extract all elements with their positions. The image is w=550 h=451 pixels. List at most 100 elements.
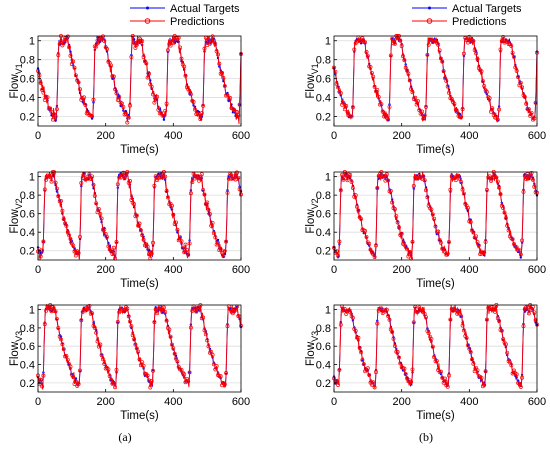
point-prediction <box>145 244 150 249</box>
point-prediction <box>46 306 51 311</box>
point-prediction <box>202 192 207 197</box>
point-prediction <box>137 221 142 226</box>
point-prediction <box>402 58 407 63</box>
point-prediction <box>197 307 201 312</box>
y-tick-label: 0.2 <box>20 378 35 390</box>
point-prediction <box>220 250 225 255</box>
point-prediction <box>353 193 358 198</box>
point-prediction <box>110 252 115 256</box>
point-prediction <box>83 103 88 107</box>
point-prediction <box>92 325 97 330</box>
point-prediction <box>448 317 453 322</box>
point-prediction <box>357 345 362 350</box>
point-prediction <box>141 55 146 59</box>
series-line-actual <box>37 305 242 388</box>
point-prediction <box>384 307 389 312</box>
point-prediction <box>495 179 500 184</box>
point-prediction <box>410 367 415 372</box>
point-prediction <box>438 240 443 245</box>
point-prediction <box>344 104 349 108</box>
point-prediction <box>445 384 450 389</box>
point-prediction <box>56 194 61 199</box>
point-prediction <box>44 177 49 182</box>
point-prediction <box>164 101 169 106</box>
point-prediction <box>461 51 466 56</box>
point-prediction <box>45 95 50 100</box>
point-prediction <box>225 190 230 195</box>
point-prediction <box>64 38 69 43</box>
series-line-predictions <box>37 170 242 260</box>
point-prediction <box>155 94 160 99</box>
point-prediction <box>38 254 43 259</box>
point-prediction <box>199 172 204 177</box>
point-prediction <box>430 344 435 349</box>
axes-frame <box>37 35 242 127</box>
point-prediction <box>405 247 410 252</box>
point-prediction <box>147 71 151 76</box>
point-prediction <box>390 36 395 41</box>
point-prediction <box>171 212 176 217</box>
point-prediction <box>49 179 54 184</box>
point-prediction <box>413 95 418 100</box>
y-axis-label: FlowV2 <box>305 198 320 233</box>
point-prediction <box>224 371 229 375</box>
point-prediction <box>399 44 404 48</box>
point-prediction <box>472 48 477 52</box>
point-prediction <box>56 325 61 330</box>
point-prediction <box>218 247 223 252</box>
point-prediction <box>96 206 101 211</box>
point-prediction <box>68 237 73 241</box>
point-prediction <box>138 228 143 233</box>
point-prediction <box>228 96 233 100</box>
point-prediction <box>102 39 107 43</box>
point-prediction <box>338 188 343 193</box>
point-prediction <box>392 207 397 211</box>
point-prediction <box>188 325 193 330</box>
point-prediction <box>98 212 103 216</box>
point-prediction <box>532 310 537 315</box>
point-prediction <box>467 346 472 351</box>
point-prediction <box>109 63 114 68</box>
point-prediction <box>514 372 519 377</box>
point-prediction <box>384 172 389 177</box>
point-prediction <box>141 363 146 368</box>
point-prediction <box>148 385 153 390</box>
y-tick-label: 0.2 <box>20 246 35 258</box>
point-prediction <box>175 359 180 364</box>
y-axis-label: FlowV1 <box>9 63 24 98</box>
y-tick-label: 0.4 <box>20 227 35 239</box>
point-prediction <box>48 175 53 180</box>
x-tick-label: 0 <box>35 130 41 142</box>
point-prediction <box>438 369 443 374</box>
point-prediction <box>510 50 515 55</box>
point-prediction <box>59 198 63 203</box>
point-prediction <box>345 109 350 114</box>
axes-frame <box>333 35 538 127</box>
point-prediction <box>222 248 227 253</box>
point-prediction <box>53 114 58 119</box>
point-prediction <box>490 106 495 111</box>
point-prediction <box>338 91 343 96</box>
point-prediction <box>414 309 419 314</box>
point-prediction <box>363 228 368 233</box>
point-prediction <box>188 92 193 97</box>
point-prediction <box>521 324 526 329</box>
x-tick-label: 400 <box>164 130 182 142</box>
point-prediction <box>132 337 137 342</box>
point-prediction <box>398 38 403 43</box>
point-prediction <box>436 42 441 47</box>
point-prediction <box>38 377 43 382</box>
point-prediction <box>115 320 120 324</box>
point-prediction <box>140 233 145 238</box>
point-prediction <box>128 179 132 183</box>
point-prediction <box>233 110 238 115</box>
point-prediction <box>71 374 76 379</box>
axes-frame <box>333 171 538 261</box>
point-prediction <box>113 87 118 92</box>
y-tick-label: 1 <box>29 36 35 48</box>
point-prediction <box>90 114 95 119</box>
point-prediction <box>117 95 122 99</box>
point-prediction <box>198 176 203 181</box>
point-prediction <box>376 95 381 99</box>
legend-label-predictions: Predictions <box>170 16 225 28</box>
